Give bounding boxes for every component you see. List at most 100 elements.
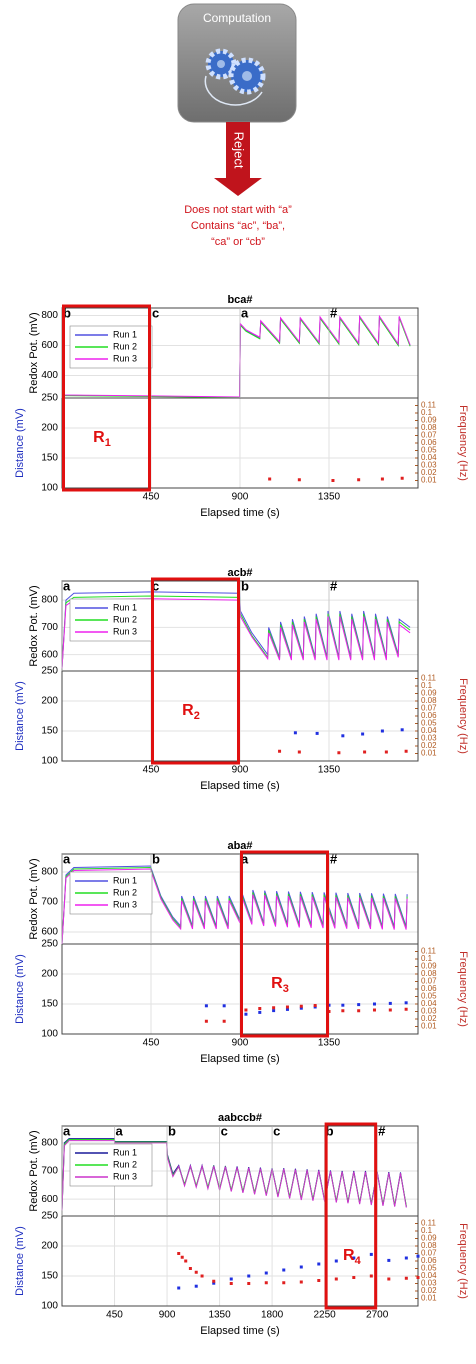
data-point xyxy=(299,1004,303,1008)
x-tick-label: 1800 xyxy=(261,1310,284,1321)
y2-tick-label: 0.04 xyxy=(421,453,437,462)
x-tick-label: 900 xyxy=(159,1310,176,1321)
data-point xyxy=(372,1002,376,1006)
y-tick-label: 200 xyxy=(41,969,58,980)
data-point xyxy=(177,1286,181,1290)
x-tick-label: 2250 xyxy=(313,1310,336,1321)
data-point xyxy=(212,1279,216,1283)
data-point xyxy=(293,731,297,735)
x-axis-label: Elapsed time (s) xyxy=(200,1325,279,1337)
y2-tick-label: 0.1 xyxy=(421,408,433,417)
region-box xyxy=(62,304,151,492)
data-point xyxy=(352,1256,356,1260)
phase-label: b xyxy=(152,851,160,866)
y2-tick-label: 0.04 xyxy=(421,1271,437,1280)
data-point xyxy=(341,734,345,738)
y-tick-label: 600 xyxy=(41,927,58,938)
x-tick-label: 1350 xyxy=(318,1038,341,1049)
legend-label: Run 3 xyxy=(113,1171,137,1181)
y2-tick-label: 0.06 xyxy=(421,984,437,993)
y2-tick-label: 0.03 xyxy=(421,1007,437,1016)
y-axis-label: Distance (mV) xyxy=(14,681,26,751)
x-axis-label: Elapsed time (s) xyxy=(200,780,279,792)
data-point xyxy=(369,1252,373,1256)
y-axis-label: Distance (mV) xyxy=(14,954,26,1024)
chart-title: bca# xyxy=(227,294,252,306)
x-tick-label: 900 xyxy=(232,765,249,776)
y2-tick-label: 0.05 xyxy=(421,446,437,455)
data-point xyxy=(184,1259,188,1263)
y-tick-label: 250 xyxy=(41,1211,58,1222)
data-point xyxy=(384,750,388,754)
data-point xyxy=(229,1282,233,1285)
data-point xyxy=(313,1004,317,1007)
x-tick-label: 1350 xyxy=(318,765,341,776)
chart: bca#4006008001001502002500.010.020.030.0… xyxy=(14,294,469,519)
box-label: Computation xyxy=(203,11,271,25)
data-point xyxy=(194,1284,198,1288)
y2-axis-label: Frequency (Hz) xyxy=(457,678,469,754)
data-point xyxy=(380,729,384,733)
data-point xyxy=(404,1276,408,1280)
data-point xyxy=(268,477,272,481)
data-line xyxy=(61,1140,407,1211)
data-point xyxy=(297,478,301,482)
data-point xyxy=(285,1007,289,1011)
region-letter: R xyxy=(182,702,194,719)
phase-label: a xyxy=(241,305,249,320)
legend-label: Run 2 xyxy=(113,1159,137,1169)
region-letter: R xyxy=(271,975,283,992)
x-tick-label: 1350 xyxy=(208,1310,231,1321)
x-axis-label: Elapsed time (s) xyxy=(200,1053,279,1065)
data-point xyxy=(361,732,365,736)
phase-label: a xyxy=(63,578,71,593)
data-point xyxy=(372,1008,376,1012)
y2-tick-label: 0.01 xyxy=(421,1294,437,1303)
y2-tick-label: 0.02 xyxy=(421,1286,437,1295)
data-point xyxy=(387,1277,391,1281)
y-axis-label: Distance (mV) xyxy=(14,408,26,478)
y-tick-label: 200 xyxy=(41,1241,58,1252)
data-point xyxy=(380,477,384,481)
data-point xyxy=(282,1281,286,1285)
y2-tick-label: 0.04 xyxy=(421,999,437,1008)
legend-label: Run 1 xyxy=(113,329,137,339)
data-point xyxy=(247,1274,251,1278)
y2-tick-label: 0.11 xyxy=(421,947,437,956)
y2-axis-label: Frequency (Hz) xyxy=(457,405,469,481)
data-point xyxy=(278,749,282,753)
data-point xyxy=(299,1265,303,1269)
y-tick-label: 250 xyxy=(41,393,58,404)
data-point xyxy=(317,1262,321,1266)
phase-label: # xyxy=(330,578,338,593)
legend-label: Run 2 xyxy=(113,614,137,624)
y2-tick-label: 0.11 xyxy=(421,1219,437,1228)
y-tick-label: 600 xyxy=(41,1194,58,1205)
phase-label: b xyxy=(241,578,249,593)
phase-label: b xyxy=(63,305,71,320)
y2-tick-label: 0.09 xyxy=(421,962,437,971)
y-tick-label: 200 xyxy=(41,696,58,707)
legend-label: Run 1 xyxy=(113,1147,137,1157)
y-axis-label: Redox Pot. (mV) xyxy=(28,312,40,393)
y2-tick-label: 0.05 xyxy=(421,719,437,728)
data-point xyxy=(404,1001,408,1005)
condition-text: “ca” or “cb” xyxy=(211,236,265,248)
data-point xyxy=(212,1281,216,1285)
phase-label: b xyxy=(168,1123,176,1138)
y-tick-label: 600 xyxy=(41,340,58,351)
region-letter: R xyxy=(343,1247,355,1264)
phase-label: a xyxy=(63,1123,71,1138)
data-point xyxy=(315,731,319,735)
reject-arrow xyxy=(214,122,262,196)
y2-tick-label: 0.03 xyxy=(421,1279,437,1288)
region-letter: R xyxy=(93,429,105,446)
y2-tick-label: 0.05 xyxy=(421,1264,437,1273)
y2-tick-label: 0.1 xyxy=(421,1226,433,1235)
data-point xyxy=(337,751,341,755)
data-point xyxy=(416,1276,420,1279)
x-tick-label: 900 xyxy=(232,1038,249,1049)
legend-label: Run 1 xyxy=(113,875,137,885)
